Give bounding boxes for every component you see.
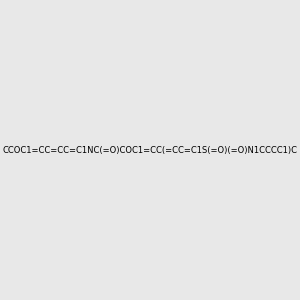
Text: CCOC1=CC=CC=C1NC(=O)COC1=CC(=CC=C1S(=O)(=O)N1CCCC1)C: CCOC1=CC=CC=C1NC(=O)COC1=CC(=CC=C1S(=O)(… (2, 146, 298, 154)
